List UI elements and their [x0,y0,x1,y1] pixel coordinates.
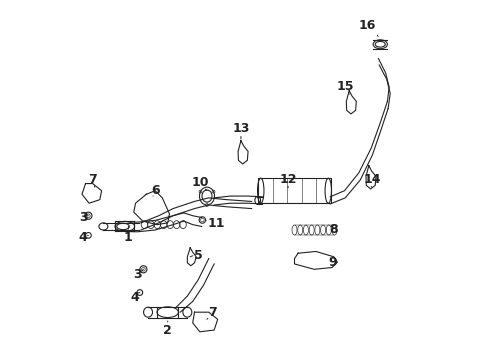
Text: 15: 15 [336,80,353,93]
Text: 3: 3 [79,211,87,224]
Text: 11: 11 [207,217,224,230]
Text: 4: 4 [79,231,87,244]
Text: 6: 6 [151,184,160,197]
Text: 8: 8 [329,223,337,236]
Text: 5: 5 [193,248,202,261]
Text: 12: 12 [279,173,296,186]
Text: 1: 1 [124,231,133,244]
Text: 10: 10 [191,176,209,189]
Text: 2: 2 [163,324,172,337]
Text: 13: 13 [232,122,249,135]
Bar [257,178,330,203]
Text: 7: 7 [88,173,97,186]
Text: 14: 14 [363,173,380,186]
Text: 16: 16 [358,19,375,32]
Text: 7: 7 [207,306,216,319]
Text: 9: 9 [328,256,337,269]
Text: 3: 3 [133,268,142,281]
Text: 4: 4 [130,291,139,305]
